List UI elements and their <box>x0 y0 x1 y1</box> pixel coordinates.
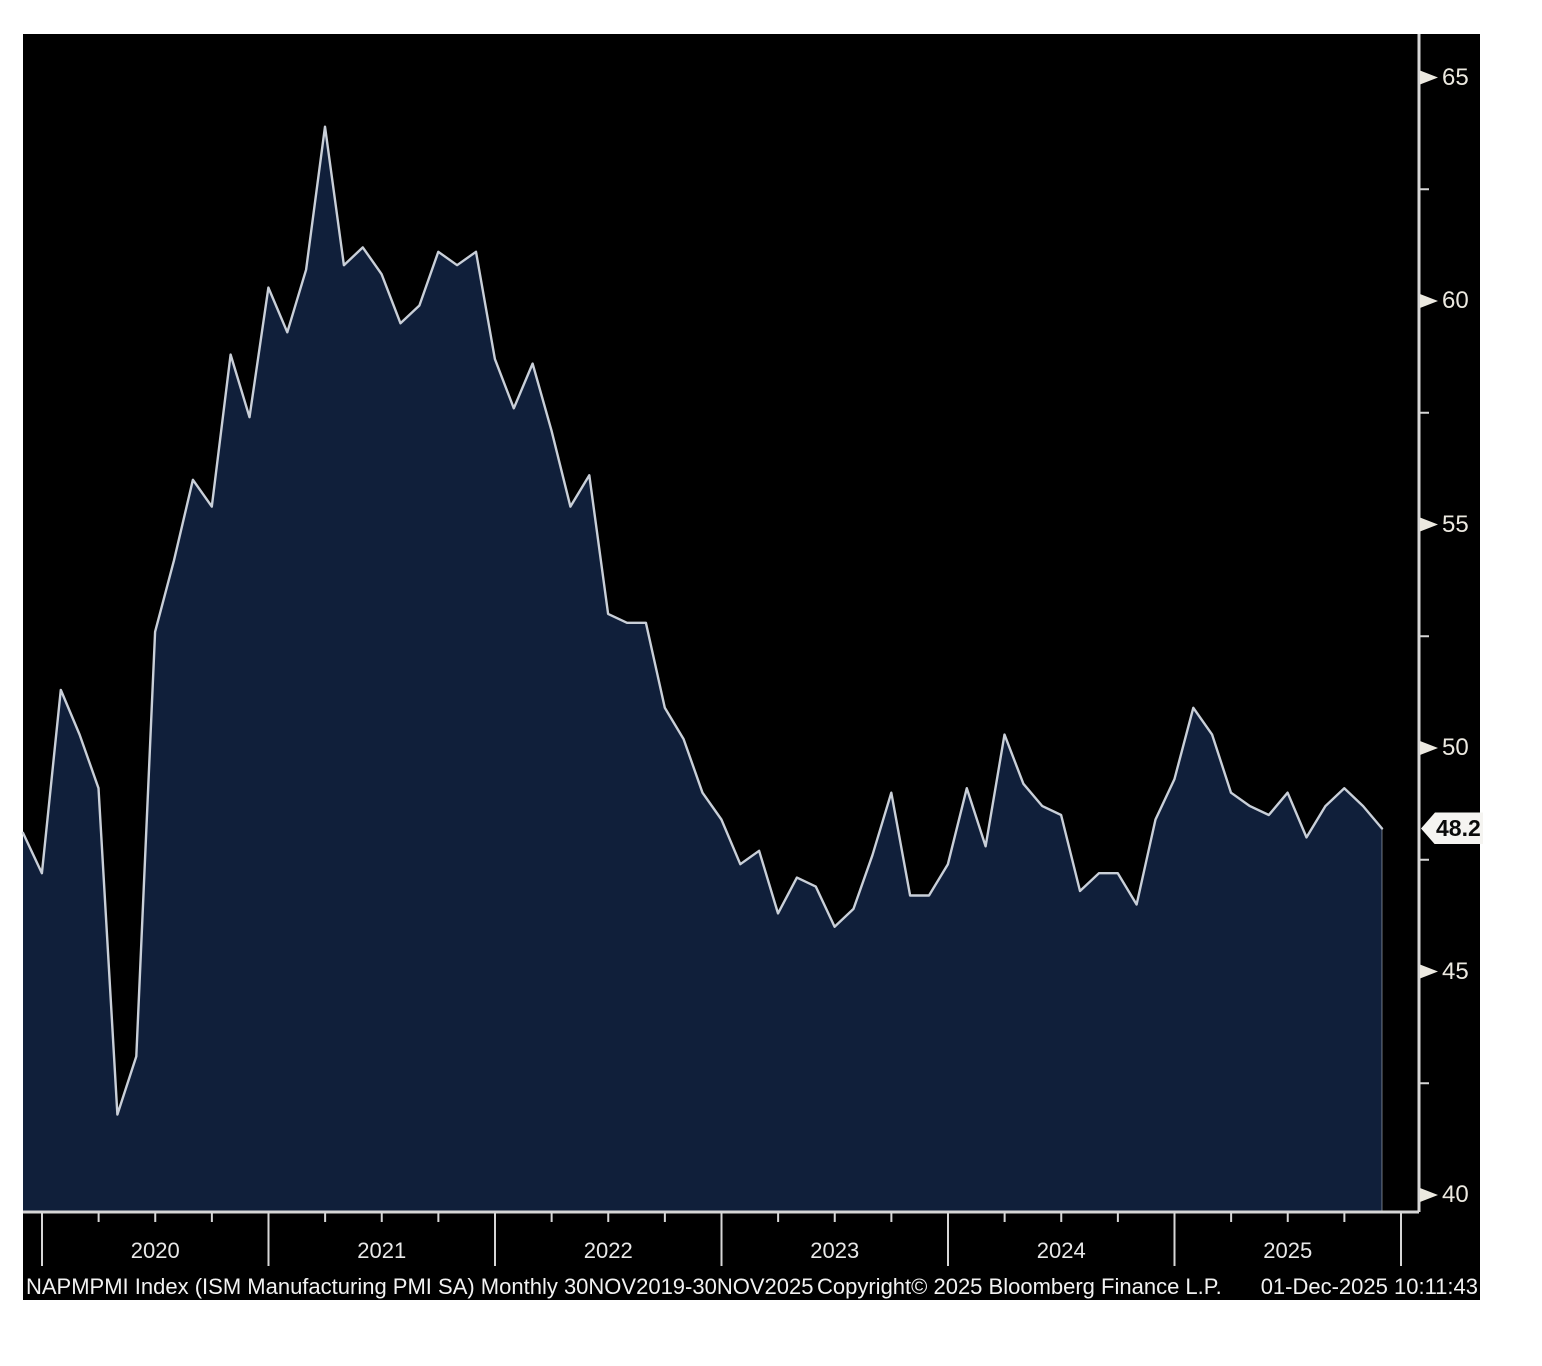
y-tick-arrow-icon <box>1420 70 1438 85</box>
timestamp: 01-Dec-2025 10:11:43 <box>1260 1274 1478 1299</box>
y-tick-label: 50 <box>1442 734 1469 761</box>
y-tick-label: 40 <box>1442 1181 1469 1208</box>
pmi-series-line <box>21 125 1384 1116</box>
x-year-label: 2023 <box>810 1238 860 1263</box>
x-year-label: 2025 <box>1263 1238 1313 1263</box>
x-year-label: 2024 <box>1036 1238 1086 1263</box>
y-tick-label: 55 <box>1442 510 1469 538</box>
x-year-label: 2022 <box>583 1238 633 1263</box>
y-tick-arrow-icon <box>1420 517 1438 532</box>
y-tick-arrow-icon <box>1420 1188 1438 1202</box>
copyright-notice: Copyright© 2025 Bloomberg Finance L.P. <box>817 1274 1222 1299</box>
y-tick-arrow-icon <box>1420 964 1438 979</box>
pmi-area-fill <box>23 126 1382 1213</box>
y-tick-label: 45 <box>1442 957 1469 985</box>
y-tick-label: 60 <box>1442 287 1469 314</box>
security-description: NAPMPMI Index (ISM Manufacturing PMI SA)… <box>26 1274 814 1299</box>
y-tick-label: 65 <box>1442 63 1469 91</box>
y-tick-arrow-icon <box>1420 741 1438 755</box>
x-year-label: 2021 <box>357 1238 407 1263</box>
y-tick-arrow-icon <box>1420 294 1438 308</box>
last-value-flag: 48.2 <box>1421 812 1483 845</box>
x-year-label: 2020 <box>130 1238 180 1263</box>
